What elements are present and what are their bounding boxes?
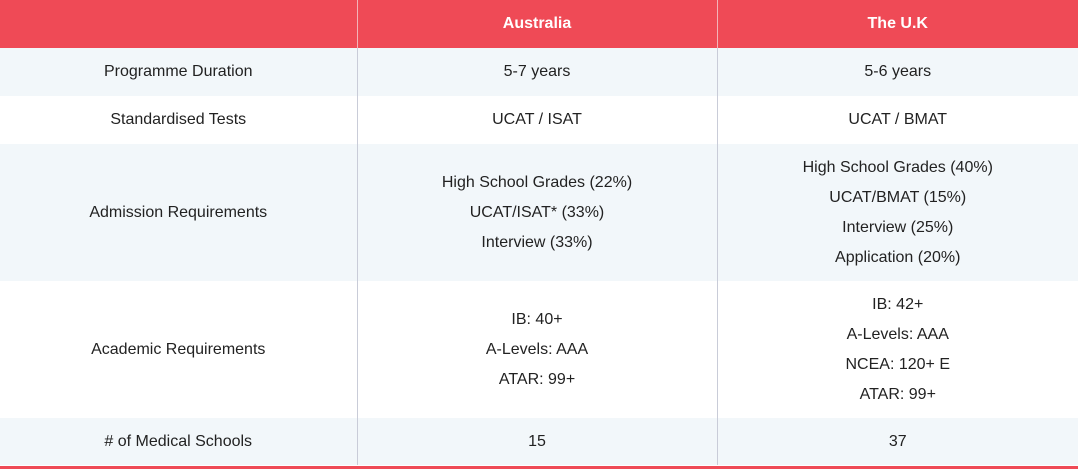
uk-cell: 5-6 years xyxy=(716,48,1078,96)
row-label: # of Medical Schools xyxy=(0,418,357,465)
table-row: # of Medical Schools 15 37 xyxy=(0,418,1078,465)
australia-cell: UCAT / ISAT xyxy=(356,96,717,144)
cell-line: ATAR: 99+ xyxy=(859,385,936,403)
row-label: Academic Requirements xyxy=(0,281,357,418)
cell-line: NCEA: 120+ E xyxy=(845,355,951,373)
cell-line: Interview (25%) xyxy=(842,218,954,236)
row-label: Standardised Tests xyxy=(0,96,357,144)
cell-line: 37 xyxy=(888,432,907,450)
header-australia: Australia xyxy=(356,0,717,48)
uk-cell: UCAT / BMAT xyxy=(716,96,1078,144)
cell-line: A-Levels: AAA xyxy=(846,325,949,343)
table-row: Programme Duration 5-7 years 5-6 years xyxy=(0,48,1078,96)
cell-line: High School Grades (22%) xyxy=(441,173,633,191)
row-label: Admission Requirements xyxy=(0,144,357,281)
cell-line: 5-6 years xyxy=(864,63,932,80)
cell-line: High School Grades (40%) xyxy=(802,158,993,176)
australia-cell: IB: 40+ A-Levels: AAA ATAR: 99+ xyxy=(356,281,717,418)
cell-line: 15 xyxy=(528,432,546,450)
header-empty-cell xyxy=(0,0,357,48)
cell-line: IB: 42+ xyxy=(872,295,924,313)
cell-line: 5-7 years xyxy=(503,63,571,80)
cell-line: A-Levels: AAA xyxy=(485,340,589,358)
cell-line: UCAT/ISAT* (33%) xyxy=(469,203,605,221)
australia-cell: High School Grades (22%) UCAT/ISAT* (33%… xyxy=(356,144,717,281)
table-header-row: Australia The U.K xyxy=(0,0,1078,48)
australia-cell: 5-7 years xyxy=(356,48,717,96)
cell-line: UCAT/BMAT (15%) xyxy=(829,188,967,206)
row-label: Programme Duration xyxy=(0,48,357,96)
table-row: Standardised Tests UCAT / ISAT UCAT / BM… xyxy=(0,96,1078,144)
cell-line: UCAT / ISAT xyxy=(492,111,582,128)
uk-cell: IB: 42+ A-Levels: AAA NCEA: 120+ E ATAR:… xyxy=(716,281,1078,418)
cell-line: IB: 40+ xyxy=(511,310,563,328)
header-uk: The U.K xyxy=(716,0,1078,48)
table-row: Academic Requirements IB: 40+ A-Levels: … xyxy=(0,281,1078,418)
australia-cell: 15 xyxy=(356,418,717,465)
uk-cell: 37 xyxy=(716,418,1078,465)
cell-line: Interview (33%) xyxy=(481,233,593,251)
table-bottom-border xyxy=(0,466,1078,469)
table-row: Admission Requirements High School Grade… xyxy=(0,144,1078,281)
cell-line: UCAT / BMAT xyxy=(848,111,948,128)
cell-line: ATAR: 99+ xyxy=(498,370,576,388)
cell-line: Application (20%) xyxy=(835,248,961,266)
uk-cell: High School Grades (40%) UCAT/BMAT (15%)… xyxy=(716,144,1078,281)
